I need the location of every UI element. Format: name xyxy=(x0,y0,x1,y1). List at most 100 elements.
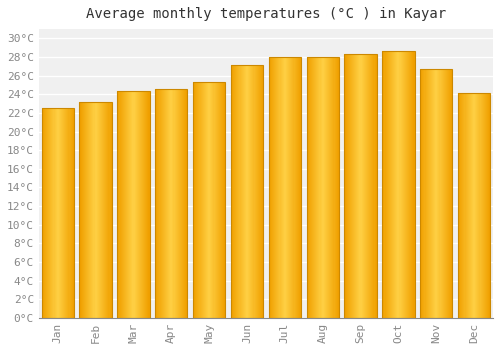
Bar xyxy=(394,51,395,318)
Bar xyxy=(258,65,259,318)
Bar xyxy=(193,82,225,318)
Bar xyxy=(216,82,218,318)
Bar xyxy=(393,51,394,318)
Bar xyxy=(358,54,360,318)
Bar xyxy=(270,57,271,318)
Bar xyxy=(155,89,188,318)
Bar xyxy=(186,89,188,318)
Bar xyxy=(434,69,435,318)
Bar xyxy=(98,102,99,318)
Bar xyxy=(410,51,412,318)
Bar xyxy=(338,57,339,318)
Bar xyxy=(193,82,194,318)
Bar xyxy=(474,93,475,318)
Bar xyxy=(412,51,414,318)
Bar xyxy=(482,93,484,318)
Bar xyxy=(162,89,164,318)
Bar xyxy=(140,91,141,318)
Bar xyxy=(62,108,63,318)
Bar xyxy=(246,65,247,318)
Bar xyxy=(312,57,313,318)
Bar xyxy=(209,82,210,318)
Bar xyxy=(428,69,429,318)
Bar xyxy=(50,108,51,318)
Bar xyxy=(272,57,273,318)
Bar xyxy=(294,57,296,318)
Bar xyxy=(80,102,82,318)
Bar xyxy=(325,57,326,318)
Bar xyxy=(168,89,169,318)
Bar xyxy=(390,51,391,318)
Bar xyxy=(313,57,314,318)
Bar xyxy=(234,65,235,318)
Bar xyxy=(348,54,349,318)
Bar xyxy=(47,108,48,318)
Bar xyxy=(365,54,366,318)
Bar xyxy=(233,65,234,318)
Bar xyxy=(308,57,309,318)
Bar xyxy=(480,93,482,318)
Bar xyxy=(310,57,311,318)
Bar xyxy=(458,93,459,318)
Bar xyxy=(367,54,368,318)
Bar xyxy=(389,51,390,318)
Bar xyxy=(194,82,195,318)
Bar xyxy=(124,91,125,318)
Bar xyxy=(49,108,50,318)
Bar xyxy=(202,82,204,318)
Bar xyxy=(334,57,336,318)
Bar xyxy=(204,82,205,318)
Bar xyxy=(344,54,346,318)
Bar xyxy=(96,102,98,318)
Bar xyxy=(273,57,274,318)
Bar xyxy=(183,89,184,318)
Bar xyxy=(164,89,165,318)
Bar xyxy=(269,57,270,318)
Bar xyxy=(296,57,298,318)
Bar xyxy=(470,93,471,318)
Bar xyxy=(48,108,49,318)
Bar xyxy=(438,69,440,318)
Bar xyxy=(289,57,290,318)
Bar xyxy=(169,89,170,318)
Bar xyxy=(72,108,74,318)
Bar xyxy=(486,93,487,318)
Bar xyxy=(221,82,222,318)
Bar xyxy=(105,102,106,318)
Bar xyxy=(245,65,246,318)
Bar xyxy=(139,91,140,318)
Bar xyxy=(104,102,105,318)
Bar xyxy=(382,51,384,318)
Bar xyxy=(282,57,284,318)
Bar xyxy=(449,69,450,318)
Bar xyxy=(424,69,426,318)
Bar xyxy=(311,57,312,318)
Bar xyxy=(89,102,90,318)
Bar xyxy=(473,93,474,318)
Bar xyxy=(458,93,490,318)
Bar xyxy=(285,57,286,318)
Bar xyxy=(250,65,252,318)
Bar xyxy=(102,102,103,318)
Bar xyxy=(65,108,66,318)
Bar xyxy=(92,102,94,318)
Bar xyxy=(366,54,367,318)
Bar xyxy=(80,102,112,318)
Bar xyxy=(155,89,156,318)
Bar xyxy=(407,51,408,318)
Bar xyxy=(306,57,339,318)
Bar xyxy=(56,108,58,318)
Bar xyxy=(471,93,472,318)
Bar xyxy=(160,89,162,318)
Bar xyxy=(94,102,96,318)
Bar xyxy=(156,89,158,318)
Bar xyxy=(182,89,183,318)
Bar xyxy=(100,102,101,318)
Bar xyxy=(402,51,404,318)
Bar xyxy=(206,82,207,318)
Bar xyxy=(64,108,65,318)
Bar xyxy=(42,108,44,318)
Bar xyxy=(128,91,129,318)
Bar xyxy=(242,65,244,318)
Bar xyxy=(46,108,47,318)
